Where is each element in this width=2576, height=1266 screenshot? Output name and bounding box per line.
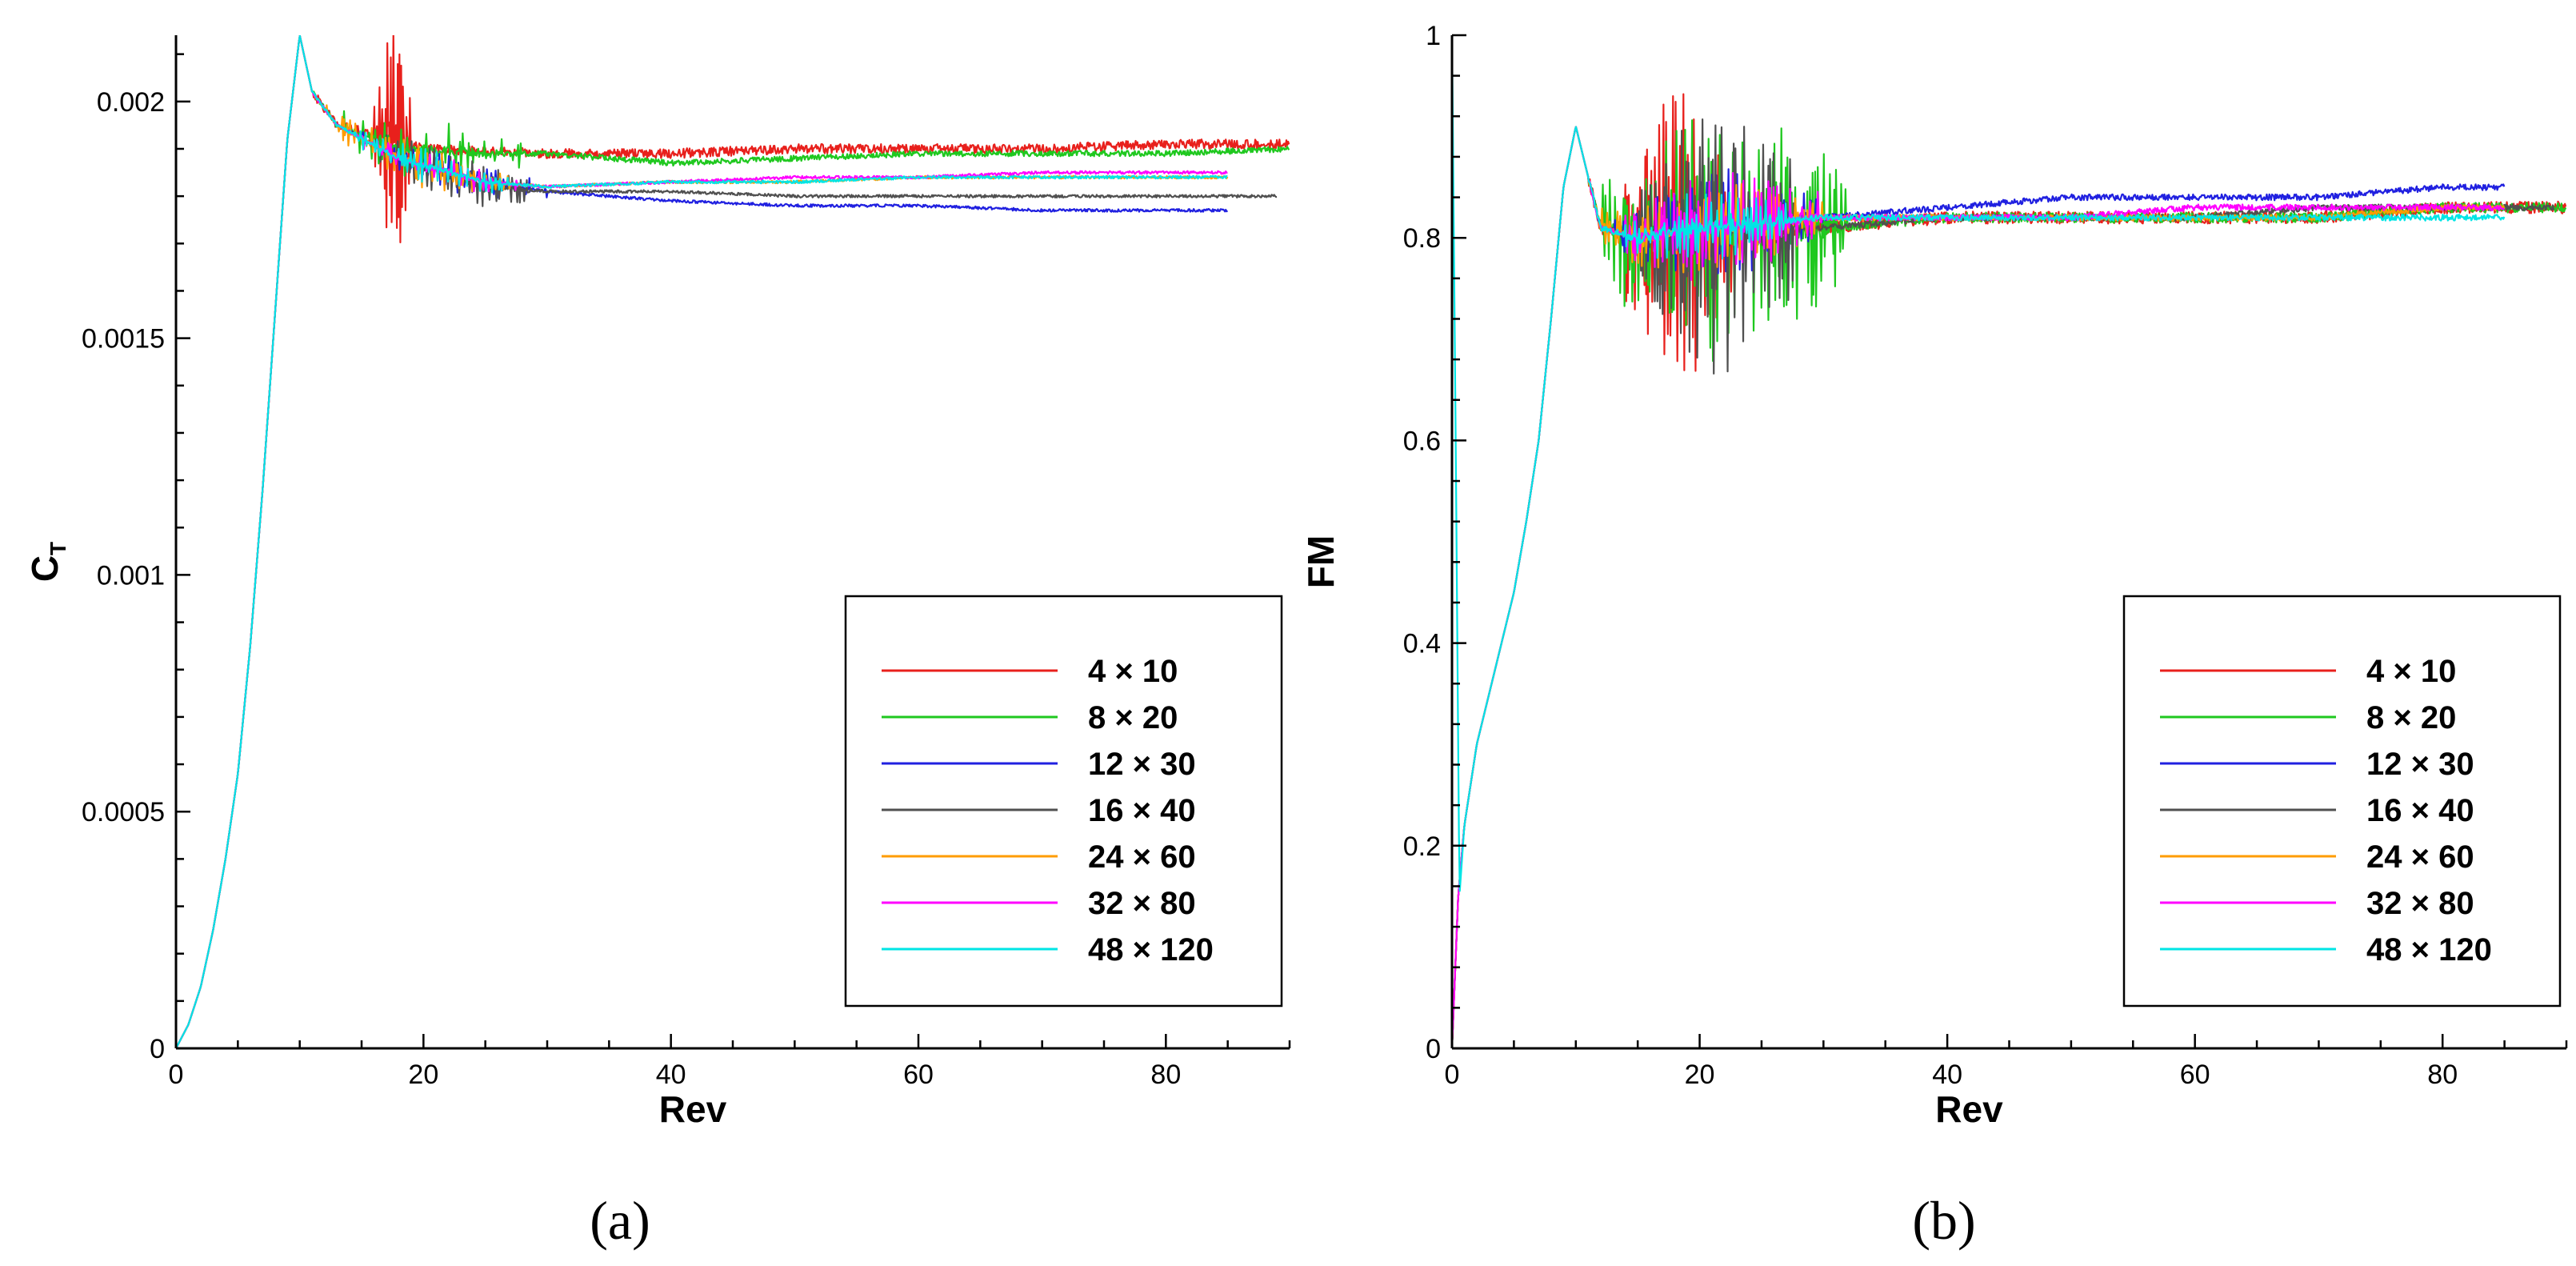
x-tick-label: 0 (169, 1060, 184, 1090)
x-axis-title: Rev (659, 1088, 727, 1130)
y-axis-title: FM (1300, 535, 1342, 588)
legend-label: 4 × 10 (2366, 654, 2456, 689)
x-tick-label: 40 (1932, 1060, 1962, 1090)
legend-label: 16 × 40 (2366, 793, 2474, 828)
legend-label: 16 × 40 (1088, 793, 1196, 828)
y-tick-label: 0 (1426, 1034, 1441, 1064)
series-group (176, 35, 1290, 1048)
series-line (1452, 35, 2506, 892)
y-tick-label: 0.002 (97, 87, 165, 118)
legend-label: 8 × 20 (2366, 700, 2456, 735)
legend-label: 32 × 80 (1088, 886, 1196, 921)
y-tick-label: 1 (1426, 21, 1441, 51)
x-tick-label: 80 (2427, 1060, 2458, 1090)
panel-caption: (a) (590, 1190, 650, 1251)
x-tick-label: 20 (408, 1060, 438, 1090)
legend-label: 48 × 120 (2366, 932, 2492, 968)
legend-label: 48 × 120 (1088, 932, 1214, 968)
x-tick-label: 60 (903, 1060, 934, 1090)
x-tick-label: 0 (1445, 1060, 1460, 1090)
legend-label: 24 × 60 (2366, 839, 2474, 875)
x-tick-label: 20 (1685, 1060, 1715, 1090)
y-tick-label: 0 (150, 1034, 165, 1064)
panel-b: 0 20 40 60 80 0 0.2 0.4 0.6 0.8 1 Rev FM 4 × 10 8 × 20… (1300, 21, 2568, 1251)
legend-label: 8 × 20 (1088, 700, 1178, 735)
x-tick-label: 40 (656, 1060, 686, 1090)
x-tick-label: 80 (1150, 1060, 1181, 1090)
legend: 4 × 10 8 × 20 12 × 30 16 × 40 24 × 60 32 × 80… (844, 595, 1283, 1008)
legend-box (2122, 595, 2562, 1008)
x-tick-label: 60 (2180, 1060, 2210, 1090)
legend-label: 32 × 80 (2366, 886, 2474, 921)
series-line (1452, 126, 2506, 1048)
series-line (176, 35, 1228, 1048)
y-tick-label: 0.8 (1403, 223, 1441, 254)
x-axis-title: Rev (1935, 1088, 2003, 1130)
y-axis-title: CT (24, 542, 70, 582)
y-tick-label: 0.001 (97, 560, 165, 591)
legend-label: 4 × 10 (1088, 654, 1178, 689)
y-tick-label: 0.2 (1403, 831, 1441, 862)
y-tick-label: 0.6 (1403, 426, 1441, 456)
legend-label: 12 × 30 (2366, 747, 2474, 782)
y-tick-label: 0.4 (1403, 629, 1441, 659)
y-tick-label: 0.0015 (82, 324, 165, 355)
legend-label: 24 × 60 (1088, 839, 1196, 875)
panel-caption: (b) (1912, 1190, 1975, 1251)
legend-label: 12 × 30 (1088, 747, 1196, 782)
legend: 4 × 10 8 × 20 12 × 30 16 × 40 24 × 60 32 × 80… (2122, 595, 2562, 1008)
series-group (1452, 35, 2566, 1048)
legend-box (844, 595, 1283, 1008)
panel-a: 0 20 40 60 80 0 0.0005 0.001 0.0015 0.002 Rev CT 4 ×… (24, 35, 1291, 1251)
y-tick-label: 0.0005 (82, 797, 165, 827)
